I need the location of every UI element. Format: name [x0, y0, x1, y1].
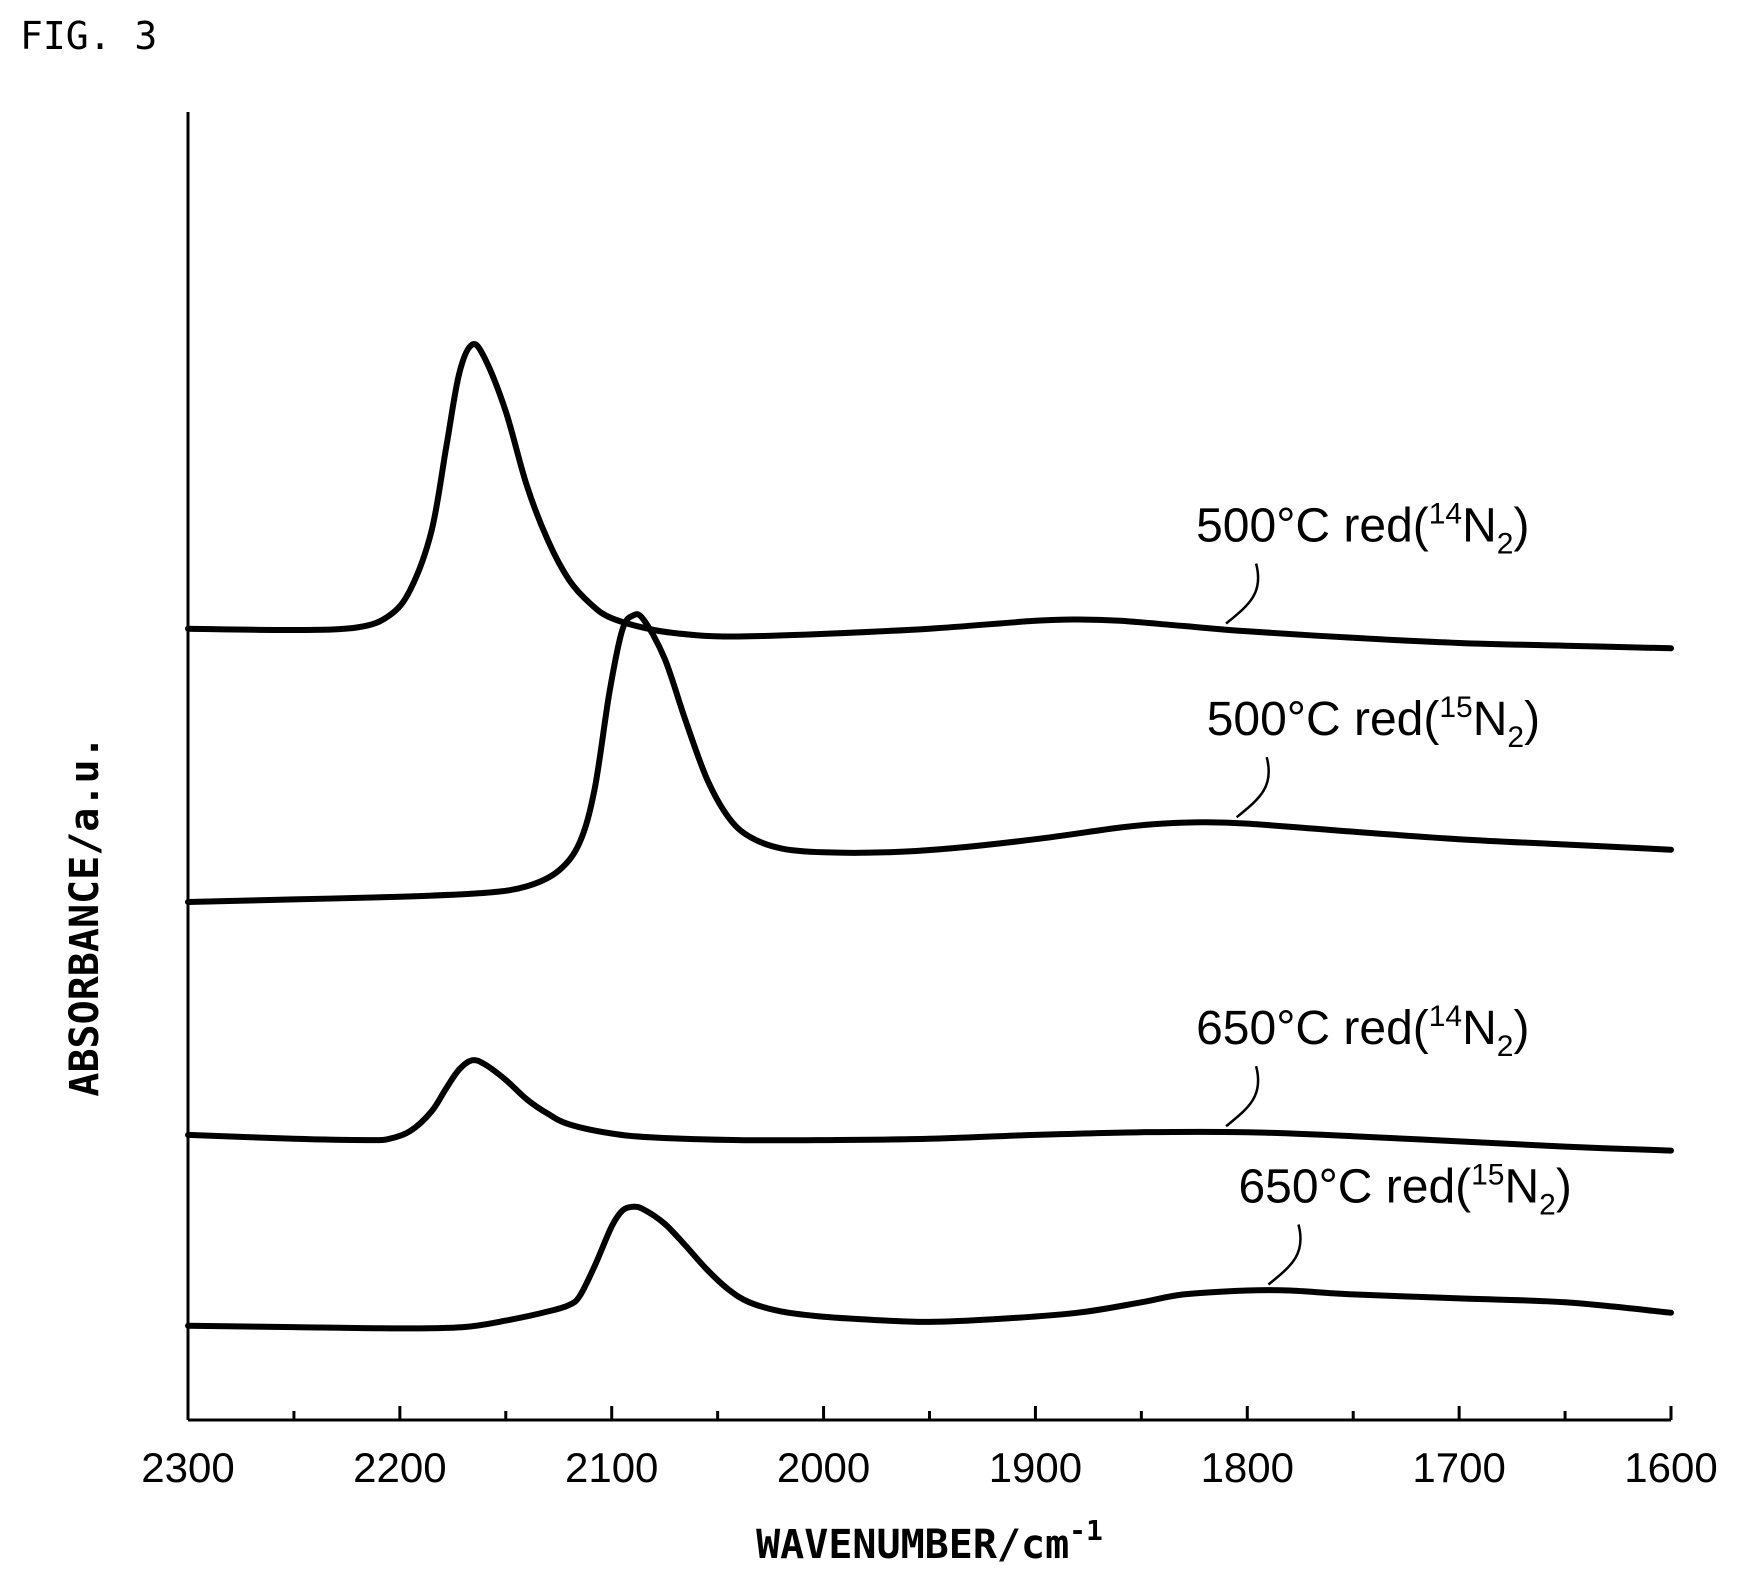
series-line-2	[185, 611, 1674, 905]
series-lines	[185, 341, 1674, 1332]
axes	[186, 112, 1671, 1422]
series-label-4: 650°C red(15N2)	[1238, 1159, 1571, 1222]
x-tick-label: 2100	[565, 1444, 658, 1491]
series-line-3	[185, 1057, 1674, 1154]
series-line-4	[185, 1203, 1674, 1332]
series-label-3: 650°C red(14N2)	[1196, 1000, 1529, 1063]
x-tick-label: 1800	[1201, 1444, 1294, 1491]
y-axis-title: ABSORBANCE/a.u.	[62, 735, 108, 1096]
series-label-1: 500°C red(14N2)	[1196, 498, 1529, 561]
x-axis-title: WAVENUMBER/cm-1	[756, 1514, 1103, 1568]
x-tick-label: 1600	[1624, 1444, 1717, 1491]
x-tick-label: 2000	[777, 1444, 870, 1491]
series-labels: 500°C red(14N2) 500°C red(15N2) 650°C red(…	[1196, 498, 1572, 1286]
label-leader-line	[1267, 1224, 1302, 1286]
series-line-1	[185, 341, 1674, 652]
series-label-2: 500°C red(15N2)	[1207, 691, 1540, 754]
label-leader-line	[1225, 1065, 1260, 1128]
x-tick-label: 2200	[353, 1444, 446, 1491]
label-leader-line	[1225, 563, 1260, 625]
x-tick-label: 1700	[1412, 1444, 1505, 1491]
label-leader-line	[1235, 756, 1270, 819]
x-tick-labels: 2300 2200 2100 2000 1900 1800 1700 1600	[141, 1444, 1717, 1491]
x-tick-label: 2300	[141, 1444, 234, 1491]
figure-label: FIG. 3	[20, 14, 158, 58]
x-ticks	[186, 1406, 1673, 1420]
x-tick-label: 1900	[989, 1444, 1082, 1491]
